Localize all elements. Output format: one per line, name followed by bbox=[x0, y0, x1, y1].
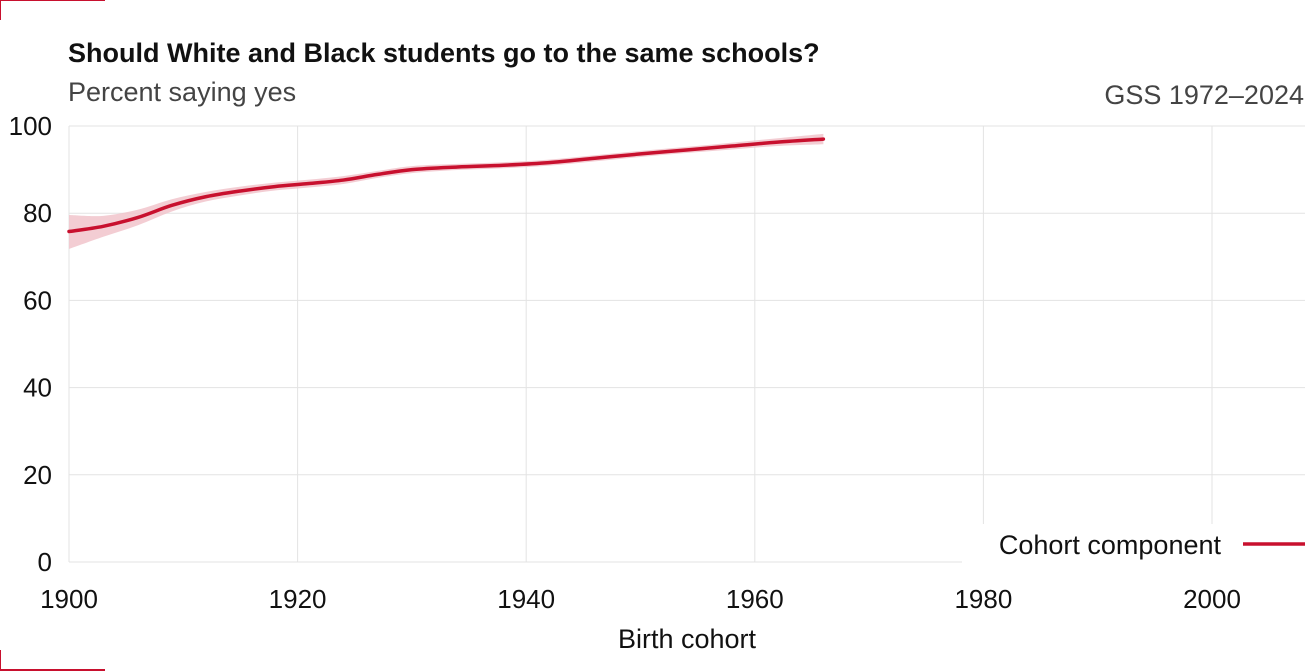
corner-mark-top bbox=[0, 0, 105, 20]
chart-source: GSS 1972–2024 bbox=[1104, 80, 1304, 110]
x-tick-label-2000: 2000 bbox=[1183, 584, 1241, 614]
x-tick-label-1900: 1900 bbox=[40, 584, 98, 614]
x-axis-ticks: 1900 1920 1940 1960 1980 2000 bbox=[40, 584, 1241, 614]
y-tick-label-0: 0 bbox=[38, 547, 52, 577]
y-tick-label-40: 40 bbox=[23, 373, 52, 403]
confidence-band-0 bbox=[69, 133, 824, 249]
confidence-band-layer bbox=[69, 133, 824, 249]
y-tick-label-100: 100 bbox=[9, 111, 52, 141]
legend-label: Cohort component bbox=[999, 530, 1222, 560]
series-line-layer bbox=[67, 137, 826, 234]
x-tick-label-1960: 1960 bbox=[726, 584, 784, 614]
legend-background bbox=[962, 524, 1305, 568]
grid-lines bbox=[68, 125, 1305, 563]
x-tick-label-1940: 1940 bbox=[497, 584, 555, 614]
chart-title: Should White and Black students go to th… bbox=[68, 38, 820, 68]
x-tick-label-1920: 1920 bbox=[269, 584, 327, 614]
y-axis-ticks: 0 20 40 60 80 100 bbox=[9, 111, 52, 577]
y-tick-label-80: 80 bbox=[23, 198, 52, 228]
corner-mark-bottom bbox=[0, 650, 105, 671]
x-tick-label-1980: 1980 bbox=[954, 584, 1012, 614]
y-tick-label-20: 20 bbox=[23, 460, 52, 490]
y-tick-label-60: 60 bbox=[23, 285, 52, 315]
legend: Cohort component bbox=[962, 524, 1305, 568]
chart-subtitle: Percent saying yes bbox=[68, 77, 296, 107]
x-axis-label: Birth cohort bbox=[618, 624, 757, 654]
series-line-0 bbox=[67, 137, 826, 234]
